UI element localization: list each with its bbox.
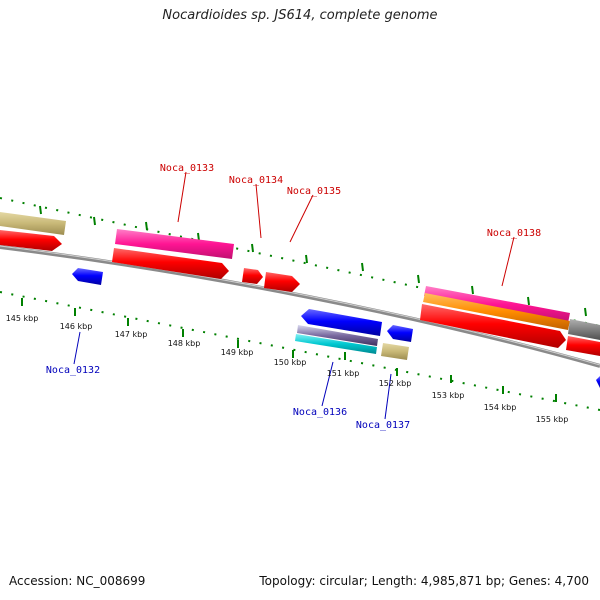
scale-label: 147 kbp (115, 330, 148, 339)
scale-label: 150 kbp (274, 358, 307, 367)
map-title: Nocardioides sp. JS614, complete genome (162, 8, 438, 23)
scale-label: 146 kbp (60, 322, 93, 331)
cds-0136[interactable] (301, 309, 382, 336)
minus-label-leaders (73, 331, 392, 420)
accession-text: Accession: NC_008699 (9, 574, 146, 588)
gene-label-noca-0133[interactable]: Noca_0133 (160, 163, 214, 174)
cds-0137[interactable] (387, 325, 413, 342)
cds-0135[interactable] (264, 272, 300, 292)
cyan-feature-0136[interactable] (295, 334, 377, 354)
scale-label: 154 kbp (484, 403, 517, 412)
gene-label-noca-0135[interactable]: Noca_0135 (287, 186, 341, 197)
cds-0133[interactable] (112, 248, 229, 279)
gray-feature-right[interactable] (568, 319, 600, 340)
gene-label-noca-0136[interactable]: Noca_0136 (293, 407, 347, 418)
pink-feature-0133[interactable] (115, 229, 234, 259)
gene-label-noca-0138[interactable]: Noca_0138 (487, 228, 541, 239)
orange-feature-0138[interactable] (423, 293, 570, 330)
plus-strand-features (0, 212, 600, 356)
genome-backbone (0, 245, 600, 368)
cds-right-minus-edge[interactable] (596, 376, 600, 388)
tan-feature-left[interactable] (0, 212, 66, 235)
scale-labels: 145 kbp 146 kbp 147 kbp 148 kbp 149 kbp … (6, 314, 569, 424)
scale-label: 148 kbp (168, 339, 201, 348)
minus-strand-features (72, 268, 600, 388)
cds-right-edge[interactable] (566, 336, 600, 356)
tan-feature-0137[interactable] (381, 343, 409, 360)
scale-label: 145 kbp (6, 314, 39, 323)
cds-0132[interactable] (72, 268, 103, 285)
purple-feature-0136[interactable] (297, 325, 378, 346)
cds-0134[interactable] (242, 268, 263, 284)
scale-label: 152 kbp (379, 379, 412, 388)
scale-label: 149 kbp (221, 348, 254, 357)
cds-left-top[interactable] (0, 230, 62, 251)
scale-label: 153 kbp (432, 391, 465, 400)
scale-label: 155 kbp (536, 415, 569, 424)
minus-gene-labels: Noca_0132 Noca_0136 Noca_0137 (46, 365, 410, 431)
plus-gene-labels: Noca_0133 Noca_0134 Noca_0135 Noca_0138 (160, 163, 541, 239)
cds-0138[interactable] (420, 304, 566, 348)
pink-feature-0138[interactable] (424, 286, 570, 323)
gene-label-noca-0137[interactable]: Noca_0137 (356, 420, 410, 431)
inner-major-ticks (21, 298, 557, 402)
gene-label-noca-0134[interactable]: Noca_0134 (229, 175, 283, 186)
plus-label-leaders (177, 171, 515, 287)
gene-label-noca-0132[interactable]: Noca_0132 (46, 365, 100, 376)
genome-stats-text: Topology: circular; Length: 4,985,871 bp… (259, 574, 589, 588)
scale-label: 151 kbp (327, 369, 360, 378)
